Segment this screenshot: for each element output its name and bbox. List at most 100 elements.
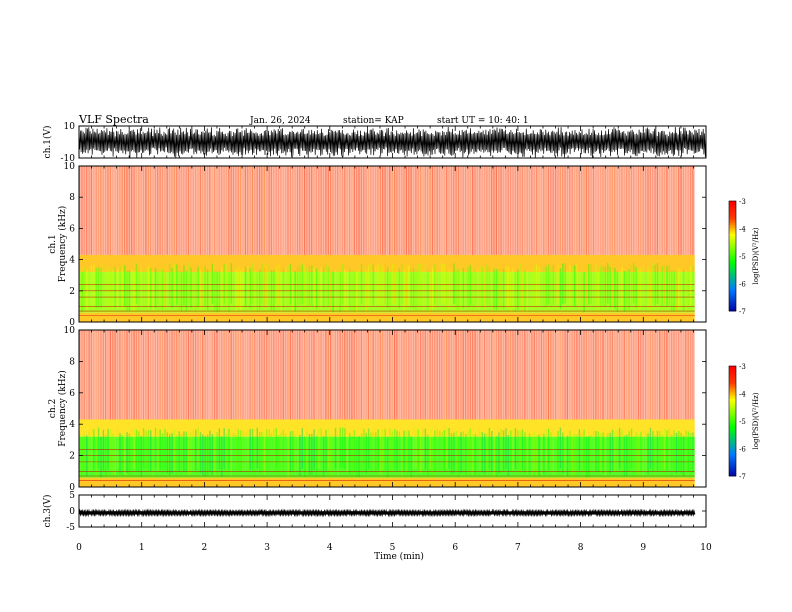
ch2-colorbar-swatch — [729, 465, 736, 468]
ch2-spectrogram-streak — [102, 330, 104, 420]
ch1-spectrogram-streak — [166, 265, 169, 307]
ch1-spectrogram-streak — [415, 166, 417, 255]
ch2-spectrogram-streak — [642, 330, 644, 420]
ch2-spectrogram-streak — [344, 428, 346, 470]
ch1-spectrogram-streak — [112, 166, 114, 255]
ch1-spectrogram-streak — [81, 166, 83, 255]
ch1-spectrogram-streak — [171, 166, 173, 255]
ch1-colorbar-swatch — [729, 272, 736, 275]
ch2-spectrogram-streak — [273, 330, 275, 420]
ch1-spectrogram-streak — [308, 166, 310, 255]
ch1-spectrogram-streak — [602, 166, 604, 255]
ch1-spectrogram-streak — [86, 269, 88, 311]
y-tick-label: 6 — [69, 389, 75, 399]
ch1-spectrogram-streak — [218, 271, 221, 312]
ch1-colorbar-swatch — [729, 224, 736, 228]
ch2-spectrogram-streak — [147, 429, 150, 471]
ch1-colorbar-swatch — [729, 268, 736, 272]
ch1-spectrogram-streak — [588, 166, 590, 255]
ch2-colorbar-swatch — [729, 375, 736, 378]
ch2-spectrogram-streak — [206, 434, 209, 476]
ch1-spectrogram-streak — [325, 166, 327, 255]
ch1-spectrogram-streak — [427, 166, 429, 255]
ch1-spectrogram-streak — [431, 268, 434, 309]
ch2-spectrogram-streak — [195, 429, 197, 471]
ch1-spectrogram-streak — [649, 166, 651, 255]
ch1-spectrogram-streak — [635, 166, 637, 255]
ch1-spectrogram-streak — [235, 166, 237, 255]
ch1-spectrogram-streak — [249, 268, 251, 309]
ch1-spectrogram-streak — [121, 269, 124, 310]
ch2-spectrogram-streak — [114, 330, 116, 420]
ch1-spectrogram-streak — [145, 269, 147, 310]
ch1-spectrogram-streak — [476, 267, 479, 309]
ch2-spectrogram-streak — [659, 431, 661, 472]
ch2-spectrogram-streak — [142, 428, 145, 469]
ch1-spectrogram-streak — [320, 267, 322, 308]
ch1-colorbar-swatch — [729, 210, 736, 213]
ch1-spectrogram-streak — [498, 166, 500, 255]
ch1-spectrogram-streak — [277, 166, 280, 255]
ch2-colorbar-swatch — [729, 367, 736, 371]
ch1-spectrogram-streak — [259, 166, 261, 255]
ch2-spectrogram-streak — [552, 433, 555, 475]
ch1-spectrogram-streak — [486, 264, 488, 306]
ch1-spectrogram-streak — [299, 166, 301, 255]
ch2-spectrogram-streak — [491, 431, 493, 472]
x-axis-label: Time (min) — [374, 551, 424, 562]
ch2-spectrogram-streak — [209, 330, 211, 420]
ch1-spectrogram-streak — [79, 267, 81, 309]
ch1-spectrogram-streak — [583, 166, 585, 255]
ch1-colorbar-swatch — [729, 270, 736, 273]
ch1-spectrogram-streak — [384, 263, 386, 304]
ch2-spectrogram-streak — [237, 330, 239, 420]
ch2-spectrogram-streak — [597, 330, 599, 420]
ch2-spectrogram-streak — [119, 330, 121, 420]
ch2-spectrogram-streak — [135, 330, 137, 420]
ch1-spectrogram-streak — [505, 265, 507, 306]
ch2-spectrogram-streak — [455, 431, 457, 472]
ch1-spectrogram-streak — [538, 166, 540, 255]
ch2-spectrogram-streak — [204, 435, 206, 477]
ch2-spectrogram-streak — [90, 330, 92, 420]
ch1-spectrogram-streak — [114, 266, 116, 308]
ch1-spectrogram-streak — [100, 166, 102, 255]
ch2-spectrogram-streak — [261, 330, 263, 420]
ch2-spectrogram-streak — [377, 330, 379, 420]
ch2-spectrogram-streak — [320, 330, 322, 420]
ch2-spectrogram-streak — [152, 436, 154, 478]
ch2-spectrogram-streak — [408, 330, 410, 420]
ch1-spectrogram-streak — [663, 263, 666, 305]
ch1-spectrogram-streak — [346, 271, 349, 313]
ch1-spectrogram-streak — [339, 166, 341, 255]
ch2-colorbar-swatch — [729, 386, 736, 389]
ch2-spectrogram-streak — [140, 435, 143, 477]
ch2-spectrogram-streak — [327, 428, 330, 470]
ch2-colorbar-swatch — [729, 388, 736, 391]
ch1-spectrogram-streak — [526, 166, 528, 255]
ch1-spectrogram-streak — [341, 166, 344, 255]
ch1-spectrogram-streak — [349, 166, 351, 255]
y-tick-label: 8 — [69, 357, 75, 367]
ch1-spectrogram-streak — [173, 166, 175, 255]
ch1-spectrogram-streak — [405, 264, 408, 306]
ch2-spectrogram-streak — [259, 330, 261, 420]
ch1-spectrogram-streak — [358, 166, 360, 255]
ch2-colorbar-swatch — [729, 399, 736, 402]
ch2-spectrogram-streak — [358, 330, 360, 420]
ch1-spectrogram-streak — [491, 166, 493, 255]
ch2-spectrogram-streak — [434, 430, 436, 472]
ch1-waveform-trace — [78, 126, 707, 159]
ch1-spectrogram-streak — [377, 263, 379, 304]
ch2-spectrogram-streak — [100, 436, 102, 478]
ch2-colorbar-swatch — [729, 472, 736, 475]
ch2-spectrogram-streak — [474, 434, 476, 476]
ch1-spectrogram-streak — [150, 268, 152, 309]
ch1-spectrogram-streak — [680, 166, 682, 255]
ch2-colorbar-swatch — [729, 435, 736, 438]
ch1-spectrogram-streak — [365, 166, 367, 255]
ch1-spectrogram-streak — [135, 263, 138, 304]
ch1-spectrogram-streak — [555, 166, 557, 255]
ch1-spectrogram-streak — [273, 166, 275, 255]
ch2-spectrogram-streak — [394, 330, 396, 420]
